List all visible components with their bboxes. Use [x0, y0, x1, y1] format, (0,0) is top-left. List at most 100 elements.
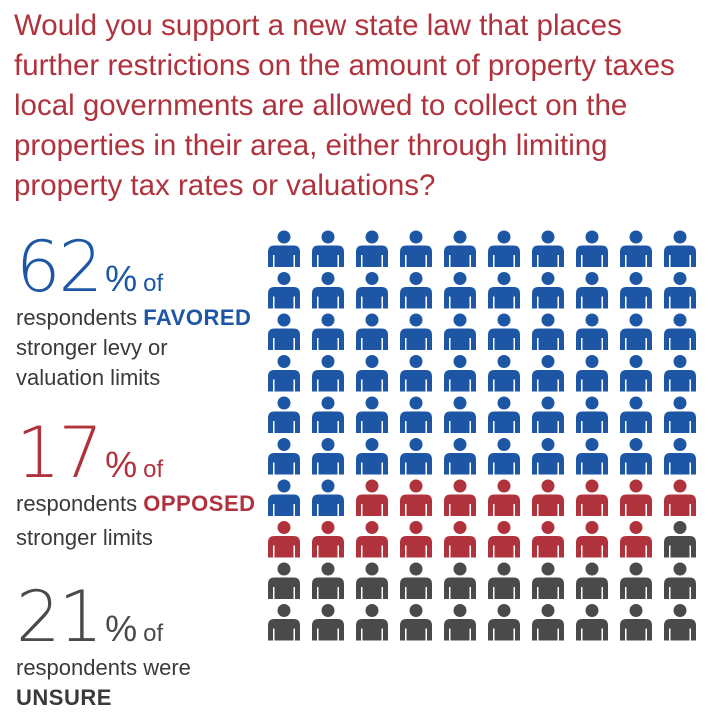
person-icon-favored: [576, 230, 608, 267]
person-icon-favored: [356, 438, 388, 475]
stat-opposed-value: 17: [16, 412, 103, 494]
person-icon-favored: [664, 355, 696, 392]
stat-favored-percent-sign: %: [105, 258, 138, 299]
person-icon-opposed: [356, 521, 388, 558]
person-icon-opposed: [268, 521, 300, 558]
stat-opposed-of: of: [143, 456, 164, 483]
stat-favored-line-2: stronger levy or: [16, 335, 168, 360]
person-icon-opposed: [664, 479, 696, 516]
person-icon-favored: [444, 272, 476, 309]
person-icon-favored: [268, 479, 300, 516]
stat-unsure-value: 21: [16, 576, 103, 658]
person-icon-favored: [620, 438, 652, 475]
person-icon-opposed: [620, 521, 652, 558]
person-icon-favored: [664, 396, 696, 433]
person-icon-favored: [576, 313, 608, 350]
person-icon-favored: [532, 230, 564, 267]
person-icon-favored: [356, 396, 388, 433]
person-icon-opposed: [620, 479, 652, 516]
person-icon-favored: [400, 438, 432, 475]
person-icon-opposed: [444, 479, 476, 516]
person-icon-favored: [620, 313, 652, 350]
stat-unsure-line-1: respondents were: [16, 655, 191, 680]
person-icon-favored: [576, 272, 608, 309]
stat-unsure-line-2: UNSURE: [16, 684, 266, 712]
person-icon-favored: [664, 230, 696, 267]
person-icon-favored: [356, 313, 388, 350]
person-icon-favored: [268, 313, 300, 350]
person-icon-favored: [620, 396, 652, 433]
person-icon-favored: [664, 313, 696, 350]
person-icon-favored: [268, 355, 300, 392]
person-icon-favored: [312, 272, 344, 309]
person-icon-unsure: [268, 562, 300, 599]
person-icon-unsure: [532, 604, 564, 641]
person-icon-favored: [532, 355, 564, 392]
person-icon-unsure: [312, 562, 344, 599]
person-icon-unsure: [268, 604, 300, 641]
person-icon-favored: [444, 230, 476, 267]
stat-unsure-keyword: UNSURE: [16, 685, 112, 710]
person-icon-favored: [312, 355, 344, 392]
person-icon-favored: [488, 230, 520, 267]
stat-unsure-percent-sign: %: [105, 608, 138, 649]
person-icon-favored: [532, 313, 564, 350]
person-icon-opposed: [444, 521, 476, 558]
person-icon-favored: [532, 438, 564, 475]
stat-favored-value: 62: [16, 226, 103, 308]
person-icon-favored: [312, 313, 344, 350]
person-icon-favored: [268, 272, 300, 309]
person-icon-favored: [444, 396, 476, 433]
person-icon-favored: [268, 396, 300, 433]
person-icon-unsure: [488, 562, 520, 599]
person-icon-opposed: [576, 479, 608, 516]
person-icon-favored: [444, 355, 476, 392]
person-icon-favored: [312, 230, 344, 267]
stat-favored-prefix: respondents: [16, 305, 144, 330]
stat-unsure-headline: 21 % of: [16, 582, 266, 652]
person-icon-unsure: [400, 604, 432, 641]
person-icon-favored: [532, 396, 564, 433]
stat-favored-line-3: valuation limits: [16, 365, 161, 390]
person-icon-unsure: [400, 562, 432, 599]
person-icon-favored: [444, 313, 476, 350]
person-icon-grid: [268, 230, 696, 641]
person-icon-opposed: [488, 479, 520, 516]
person-icon-favored: [400, 272, 432, 309]
stat-favored-of: of: [143, 270, 164, 297]
person-icon-unsure: [444, 562, 476, 599]
person-icon-favored: [488, 396, 520, 433]
person-icon-unsure: [356, 604, 388, 641]
person-icon-unsure: [620, 604, 652, 641]
stat-opposed: 17 % of respondents OPPOSED stronger lim…: [16, 418, 266, 552]
person-icon-unsure: [576, 562, 608, 599]
question-title: Would you support a new state law that p…: [14, 9, 675, 202]
person-icon-favored: [664, 438, 696, 475]
person-icon-favored: [400, 230, 432, 267]
person-icon-favored: [444, 438, 476, 475]
person-icon-unsure: [312, 604, 344, 641]
stat-unsure-of: of: [143, 620, 164, 647]
person-icon-favored: [400, 313, 432, 350]
person-icon-favored: [576, 438, 608, 475]
person-icon-favored: [620, 230, 652, 267]
person-icon-favored: [532, 272, 564, 309]
person-icon-unsure: [488, 604, 520, 641]
stat-opposed-headline: 17 % of: [16, 418, 266, 488]
person-icon-unsure: [664, 604, 696, 641]
person-icon-favored: [620, 272, 652, 309]
person-icon-favored: [620, 355, 652, 392]
person-icon-opposed: [576, 521, 608, 558]
person-icon-favored: [312, 396, 344, 433]
person-icon-favored: [664, 272, 696, 309]
stat-favored: 62 % of respondents FAVORED stronger lev…: [16, 232, 266, 392]
stat-opposed-percent-sign: %: [105, 444, 138, 485]
person-icon-opposed: [532, 521, 564, 558]
person-icon-favored: [400, 355, 432, 392]
stat-favored-line-1: respondents FAVORED: [16, 304, 266, 332]
person-icon-opposed: [312, 521, 344, 558]
person-icon-favored: [488, 355, 520, 392]
person-icon-unsure: [664, 521, 696, 558]
person-icon-favored: [488, 272, 520, 309]
person-icon-favored: [576, 396, 608, 433]
